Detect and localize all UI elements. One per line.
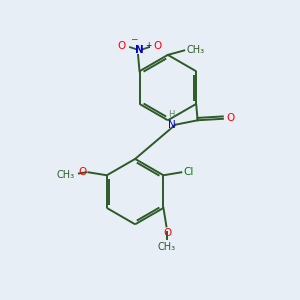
Text: CH₃: CH₃ (57, 170, 75, 180)
Text: Cl: Cl (184, 167, 194, 177)
Text: O: O (226, 113, 235, 123)
Text: N: N (135, 44, 144, 55)
Text: O: O (79, 167, 87, 177)
Text: CH₃: CH₃ (158, 242, 176, 252)
Text: O: O (163, 228, 171, 238)
Text: N: N (168, 120, 176, 130)
Text: CH₃: CH₃ (187, 45, 205, 56)
Text: +: + (145, 40, 151, 50)
Text: −: − (130, 34, 138, 43)
Text: H: H (169, 110, 175, 119)
Text: O: O (117, 41, 125, 51)
Text: O: O (154, 41, 162, 51)
